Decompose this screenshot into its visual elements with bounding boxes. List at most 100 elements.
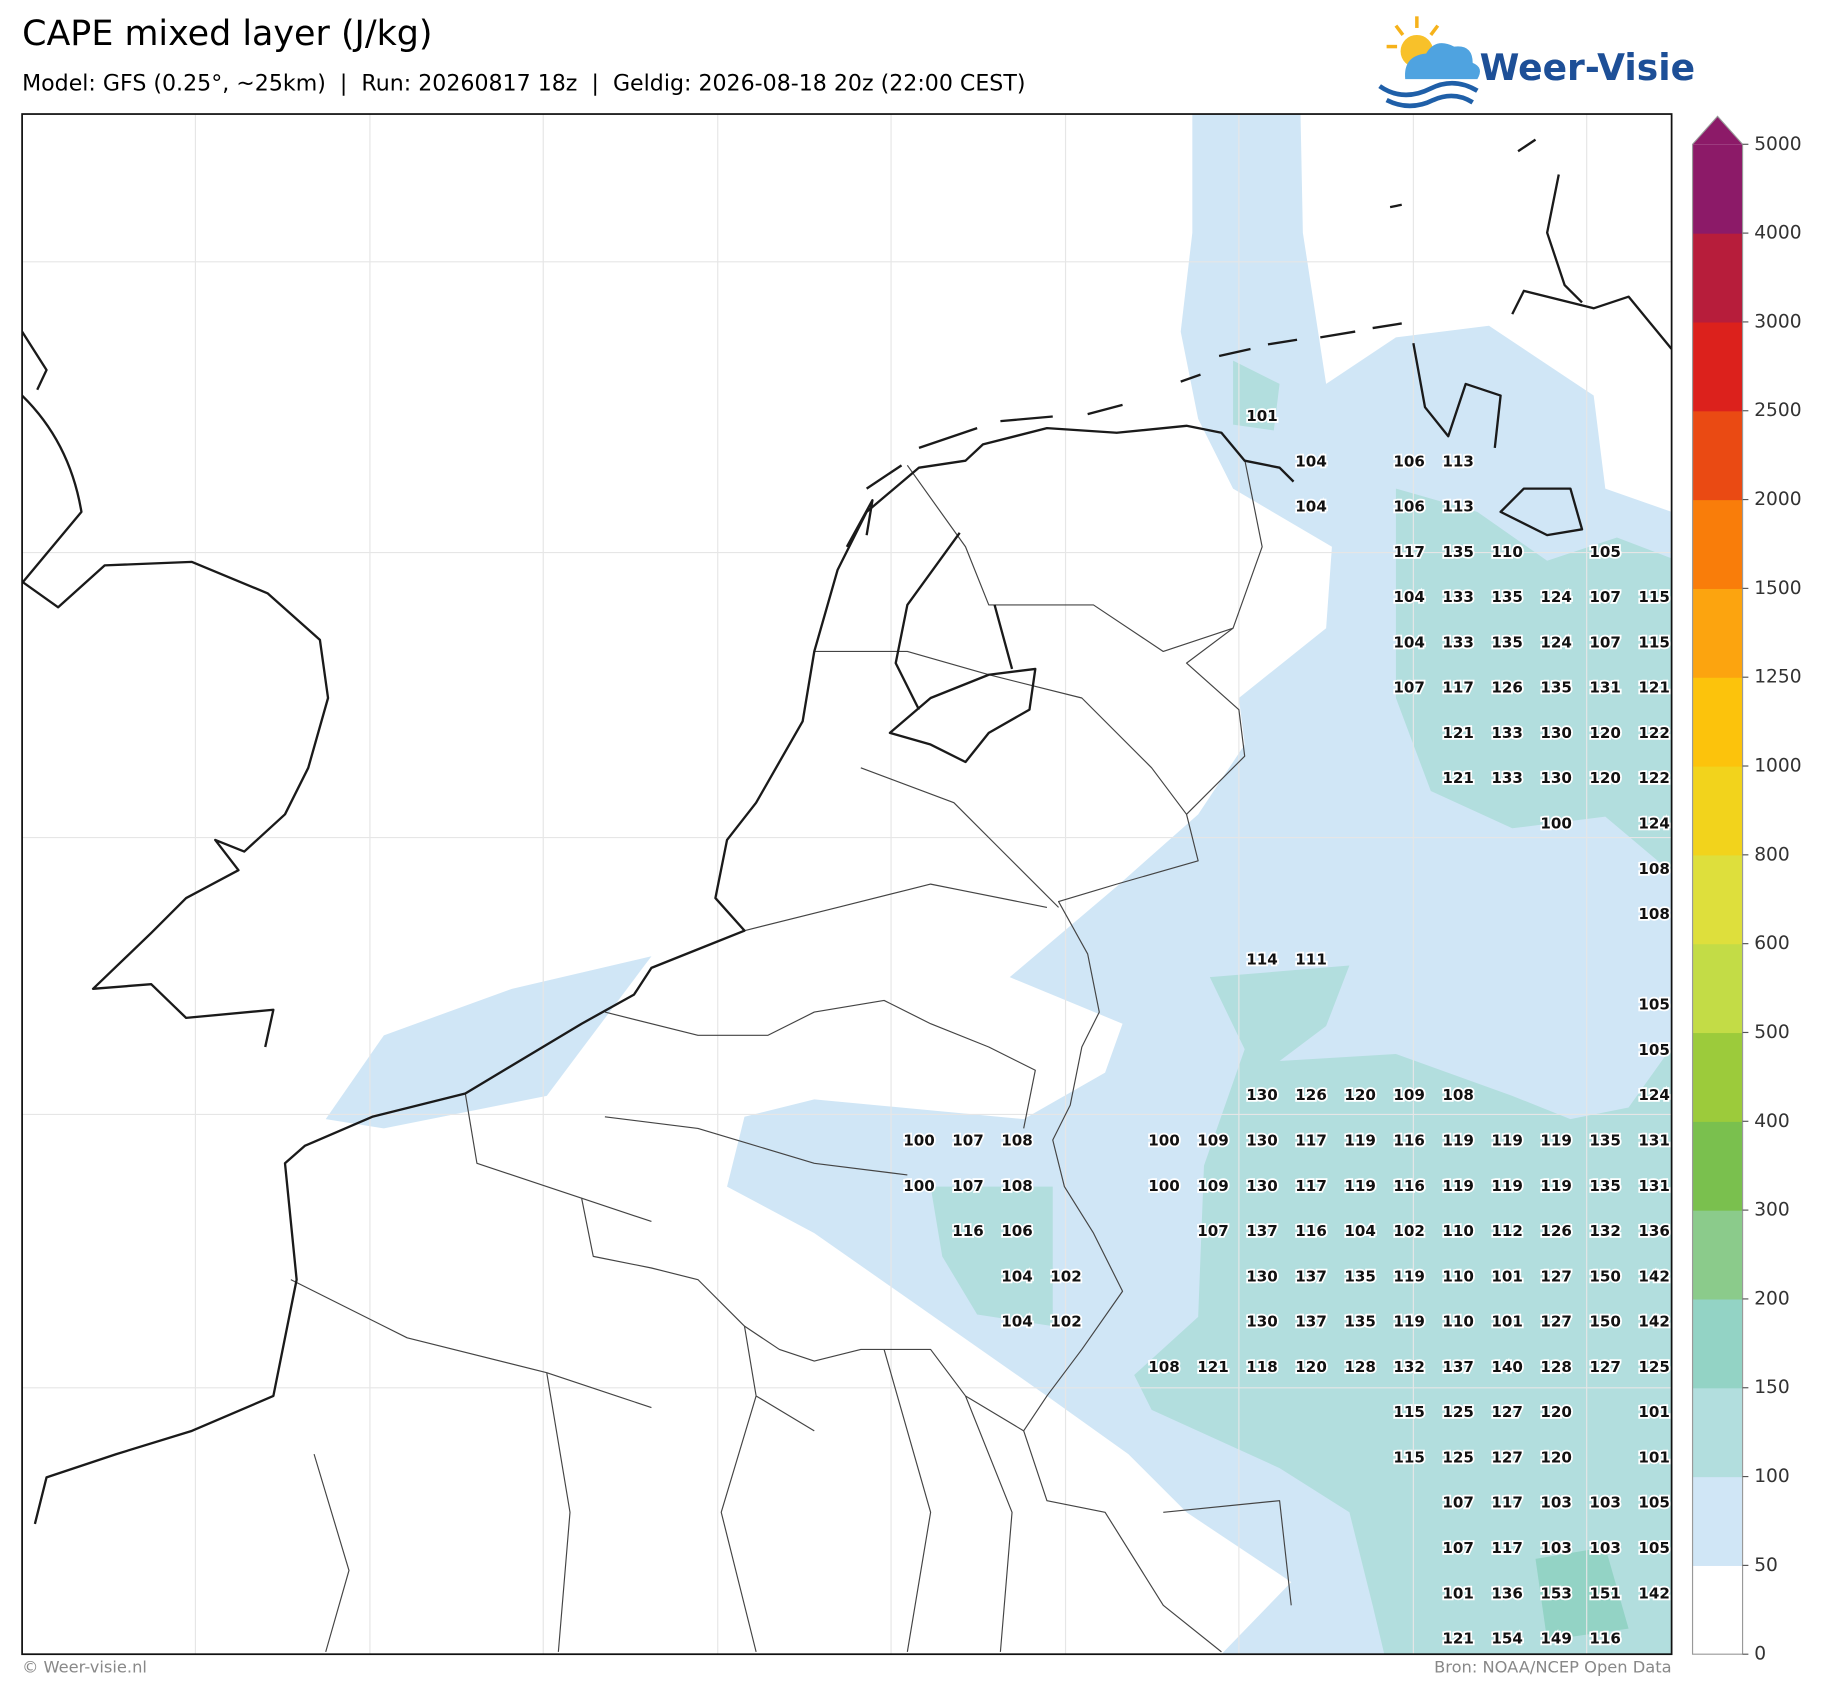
colorbar-tick-label: 400 <box>1754 1111 1790 1132</box>
cape-value: 112 <box>1491 1222 1523 1240</box>
logo: Weer-Visie <box>1378 16 1695 109</box>
cape-value: 106 <box>1001 1222 1033 1240</box>
cape-value: 142 <box>1638 1267 1670 1285</box>
cape-value: 108 <box>1148 1358 1180 1376</box>
cape-value: 101 <box>1246 407 1278 425</box>
colorbar-segment <box>1692 321 1743 412</box>
cape-value: 103 <box>1589 1539 1621 1557</box>
cape-value: 128 <box>1344 1358 1376 1376</box>
cape-value: 125 <box>1442 1448 1474 1466</box>
cape-value: 130 <box>1246 1131 1278 1149</box>
cape-value: 107 <box>1442 1494 1474 1512</box>
colorbar-extension <box>1692 116 1743 145</box>
cape-value: 104 <box>1295 452 1327 470</box>
cape-value: 102 <box>1050 1267 1082 1285</box>
cape-value: 150 <box>1589 1267 1621 1285</box>
cape-value: 126 <box>1295 1086 1327 1104</box>
cape-value: 135 <box>1540 679 1572 697</box>
cape-value: 103 <box>1540 1494 1572 1512</box>
cape-value: 153 <box>1540 1584 1572 1602</box>
cape-value: 131 <box>1638 1177 1670 1195</box>
cape-value: 127 <box>1540 1313 1572 1331</box>
cape-value: 119 <box>1393 1313 1425 1331</box>
cape-value: 130 <box>1246 1313 1278 1331</box>
cape-value: 111 <box>1295 950 1327 968</box>
cape-value: 119 <box>1491 1177 1523 1195</box>
cape-value: 124 <box>1540 588 1572 606</box>
colorbar-outline <box>1691 115 1744 1655</box>
colorbar-segment <box>1692 1121 1743 1211</box>
cape-value: 110 <box>1442 1222 1474 1240</box>
cape-value: 116 <box>1295 1222 1327 1240</box>
cape-value: 120 <box>1540 1403 1572 1421</box>
colorbar-segment <box>1692 1565 1743 1655</box>
cape-value: 119 <box>1491 1131 1523 1149</box>
cape-value: 108 <box>1442 1086 1474 1104</box>
colorbar-tick-label: 100 <box>1754 1466 1790 1487</box>
cape-value: 104 <box>1295 498 1327 516</box>
colorbar-tick-label: 2000 <box>1754 489 1801 510</box>
cape-value: 130 <box>1540 769 1572 787</box>
cape-value: 117 <box>1442 679 1474 697</box>
colorbar-segment <box>1692 588 1743 678</box>
cape-value: 135 <box>1589 1177 1621 1195</box>
cape-value: 133 <box>1442 588 1474 606</box>
cape-value: 107 <box>1197 1222 1229 1240</box>
cape-value: 117 <box>1295 1131 1327 1149</box>
cape-value: 104 <box>1393 588 1425 606</box>
cape-value: 110 <box>1442 1267 1474 1285</box>
cape-value: 135 <box>1344 1267 1376 1285</box>
cape-value: 150 <box>1589 1313 1621 1331</box>
colorbar-tick-label: 50 <box>1754 1555 1778 1576</box>
cape-value: 101 <box>1442 1584 1474 1602</box>
cape-value: 115 <box>1393 1403 1425 1421</box>
cape-value: 113 <box>1442 498 1474 516</box>
cape-value: 118 <box>1246 1358 1278 1376</box>
colorbar-tick-label: 1500 <box>1754 578 1801 599</box>
cape-value: 102 <box>1050 1313 1082 1331</box>
colorbar-segment <box>1692 1387 1743 1478</box>
cape-value: 109 <box>1393 1086 1425 1104</box>
colorbar-segment <box>1692 766 1743 856</box>
cape-value: 130 <box>1540 724 1572 742</box>
graticule <box>22 114 1672 1655</box>
cape-value: 127 <box>1491 1448 1523 1466</box>
cape-value: 137 <box>1295 1313 1327 1331</box>
cape-value: 114 <box>1246 950 1278 968</box>
colorbar-tick-label: 150 <box>1754 1377 1790 1398</box>
colorbar-segment <box>1692 677 1743 767</box>
cape-value: 127 <box>1491 1403 1523 1421</box>
colorbar-tick-label: 800 <box>1754 844 1790 865</box>
cape-value: 142 <box>1638 1313 1670 1331</box>
cape-value: 116 <box>1393 1177 1425 1195</box>
cape-value: 108 <box>1638 860 1670 878</box>
cape-value: 107 <box>952 1131 984 1149</box>
cape-value: 100 <box>1148 1177 1180 1195</box>
cape-value: 154 <box>1491 1630 1523 1648</box>
cape-value: 127 <box>1589 1358 1621 1376</box>
colorbar-tick-label: 5000 <box>1754 134 1801 155</box>
cape-value: 105 <box>1589 543 1621 561</box>
subtitle: Model: GFS (0.25°, ~25km) | Run: 2026081… <box>22 70 1025 96</box>
colorbar-segment <box>1692 233 1743 323</box>
colorbar-tick-label: 300 <box>1754 1200 1790 1221</box>
cape-value: 105 <box>1638 1494 1670 1512</box>
cape-value: 126 <box>1491 679 1523 697</box>
cape-value: 113 <box>1442 452 1474 470</box>
cape-value: 104 <box>1001 1313 1033 1331</box>
colorbar-segment <box>1692 1210 1743 1300</box>
title: CAPE mixed layer (J/kg) <box>22 14 432 54</box>
colorbar-segment <box>1692 1476 1743 1566</box>
colorbar-segment <box>1692 1298 1743 1389</box>
cape-value: 127 <box>1540 1267 1572 1285</box>
cape-value: 100 <box>903 1177 935 1195</box>
cape-value: 126 <box>1540 1222 1572 1240</box>
cape-value: 108 <box>1001 1131 1033 1149</box>
cape-value: 121 <box>1442 769 1474 787</box>
colorbar-tick-label: 500 <box>1754 1022 1790 1043</box>
cape-value: 104 <box>1393 633 1425 651</box>
colorbar-segment <box>1692 144 1743 234</box>
cape-value: 124 <box>1638 1086 1670 1104</box>
